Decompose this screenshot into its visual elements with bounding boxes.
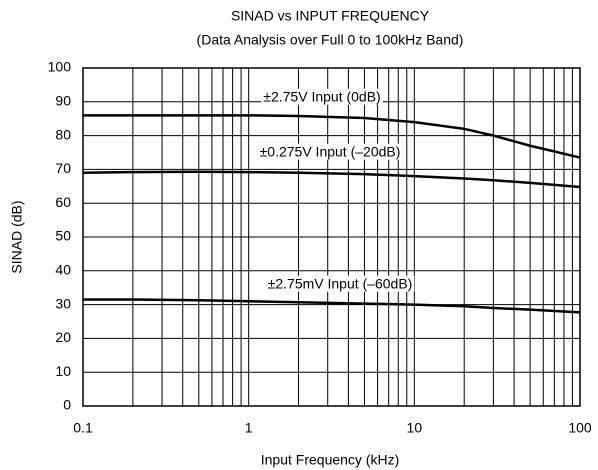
y-tick-label: 0 xyxy=(63,397,71,413)
y-tick-label: 40 xyxy=(55,262,71,278)
y-tick-label: 100 xyxy=(48,59,72,75)
chart-title: SINAD vs INPUT FREQUENCY xyxy=(231,8,430,24)
y-tick-label: 50 xyxy=(55,228,71,244)
y-tick-label: 80 xyxy=(55,126,71,142)
y-axis-label: SINAD (dB) xyxy=(9,200,25,273)
series-label-bg xyxy=(265,275,415,292)
x-tick-label: 10 xyxy=(407,420,423,436)
plot-frame xyxy=(82,67,581,407)
series-label: ±2.75V Input (0dB) xyxy=(263,89,380,105)
series-label: ±0.275V Input (–20dB) xyxy=(260,144,401,160)
y-tick-label: 90 xyxy=(55,93,71,109)
x-tick-label: 0.1 xyxy=(73,420,93,436)
series-line xyxy=(83,114,581,159)
y-tick-label: 10 xyxy=(55,363,71,379)
series-line xyxy=(82,170,581,189)
x-axis-label: Input Frequency (kHz) xyxy=(261,452,400,468)
series-label: ±2.75mV Input (–60dB) xyxy=(268,276,413,292)
y-tick-label: 30 xyxy=(55,295,71,311)
series-label-bg xyxy=(261,88,383,105)
y-tick-label: 60 xyxy=(55,194,71,210)
x-tick-label: 1 xyxy=(245,420,253,436)
chart-subtitle: (Data Analysis over Full 0 to 100kHz Ban… xyxy=(197,32,464,48)
x-tick-label: 100 xyxy=(568,420,592,436)
series-label-bg xyxy=(257,143,403,160)
series-line xyxy=(83,298,581,314)
y-tick-label: 70 xyxy=(55,160,71,176)
y-tick-label: 20 xyxy=(55,329,71,345)
